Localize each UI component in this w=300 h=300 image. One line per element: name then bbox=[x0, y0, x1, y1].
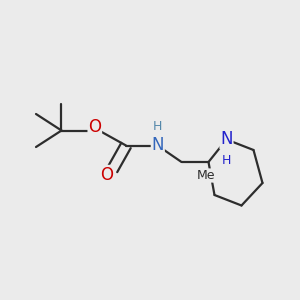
Text: N: N bbox=[220, 130, 233, 148]
Text: N: N bbox=[152, 136, 164, 154]
Text: Me: Me bbox=[196, 169, 215, 182]
Text: O: O bbox=[100, 166, 113, 184]
Text: H: H bbox=[153, 120, 163, 133]
Text: O: O bbox=[88, 118, 101, 136]
Text: H: H bbox=[222, 154, 231, 166]
